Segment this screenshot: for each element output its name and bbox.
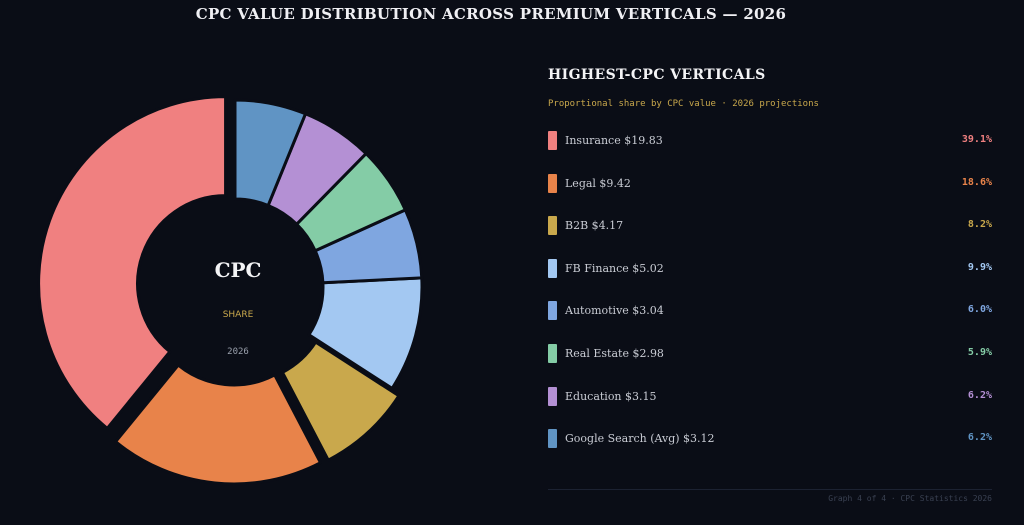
legend-list: Insurance $19.83 39.1% Legal $9.42 18.6% B2B… — [548, 131, 992, 472]
donut-center-year: 2026 — [227, 347, 249, 357]
donut-center-title: CPC — [215, 258, 262, 282]
legend-share: 5.9% — [967, 346, 992, 358]
legend-swatch — [548, 173, 557, 193]
legend-swatch — [548, 301, 557, 321]
chart-title: CPC VALUE DISTRIBUTION ACROSS PREMIUM VE… — [195, 5, 787, 23]
donut-center-subtitle: SHARE — [223, 310, 254, 320]
legend-panel: HIGHEST-CPC VERTICALS Proportional share… — [548, 60, 992, 472]
legend-item-legal: Legal $9.42 18.6% — [548, 173, 992, 217]
legend-share: 9.9% — [967, 261, 992, 273]
legend-item-insurance: Insurance $19.83 39.1% — [548, 131, 992, 174]
legend-label: Automotive $3.04 — [565, 304, 664, 318]
donut-slice-legal — [114, 363, 323, 486]
legend-label: Legal $9.42 — [565, 176, 631, 190]
legend-label: FB Finance $5.02 — [565, 261, 664, 275]
legend-share: 6.2% — [967, 432, 992, 444]
legend-swatch — [548, 131, 557, 150]
legend-label: Real Estate $2.98 — [565, 346, 664, 360]
legend-share: 6.2% — [967, 389, 992, 401]
donut-slices — [37, 95, 424, 486]
legend-label: Insurance $19.83 — [565, 134, 663, 147]
legend-swatch — [548, 216, 557, 236]
legend-label: B2B $4.17 — [565, 219, 624, 233]
donut-slice-b2b — [280, 340, 401, 462]
legend-item-education: Education $3.15 6.2% — [548, 386, 992, 430]
legend-share: 39.1% — [961, 134, 992, 145]
footer-caption: Graph 4 of 4 · CPC Statistics 2026 — [828, 494, 992, 503]
donut-slice-google-search-avg — [233, 98, 307, 207]
legend-share: 6.0% — [967, 304, 992, 316]
legend-swatch — [548, 343, 557, 363]
legend-item-real-estate: Real Estate $2.98 5.9% — [548, 343, 992, 387]
legend-share: 8.2% — [967, 219, 992, 231]
footer-divider — [548, 489, 992, 490]
legend-item-fb-finance: FB Finance $5.02 9.9% — [548, 258, 992, 302]
donut-slice-insurance — [37, 95, 228, 430]
legend-swatch — [548, 386, 557, 406]
donut-chart: CPC SHARE 2026 — [37, 95, 424, 486]
legend-label: Education $3.15 — [565, 389, 657, 403]
legend-item-b2b: B2B $4.17 8.2% — [548, 216, 992, 259]
legend-swatch — [548, 429, 557, 449]
legend-panel-subtitle: Proportional share by CPC value · 2026 p… — [548, 99, 819, 109]
legend-swatch — [548, 258, 557, 278]
legend-label: Google Search (Avg) $3.12 — [565, 432, 715, 446]
legend-item-google-search-avg: Google Search (Avg) $3.12 6.2% — [548, 429, 992, 472]
legend-share: 18.6% — [961, 176, 992, 188]
legend-panel-title: HIGHEST-CPC VERTICALS — [548, 67, 766, 83]
legend-item-automotive: Automotive $3.04 6.0% — [548, 301, 992, 344]
